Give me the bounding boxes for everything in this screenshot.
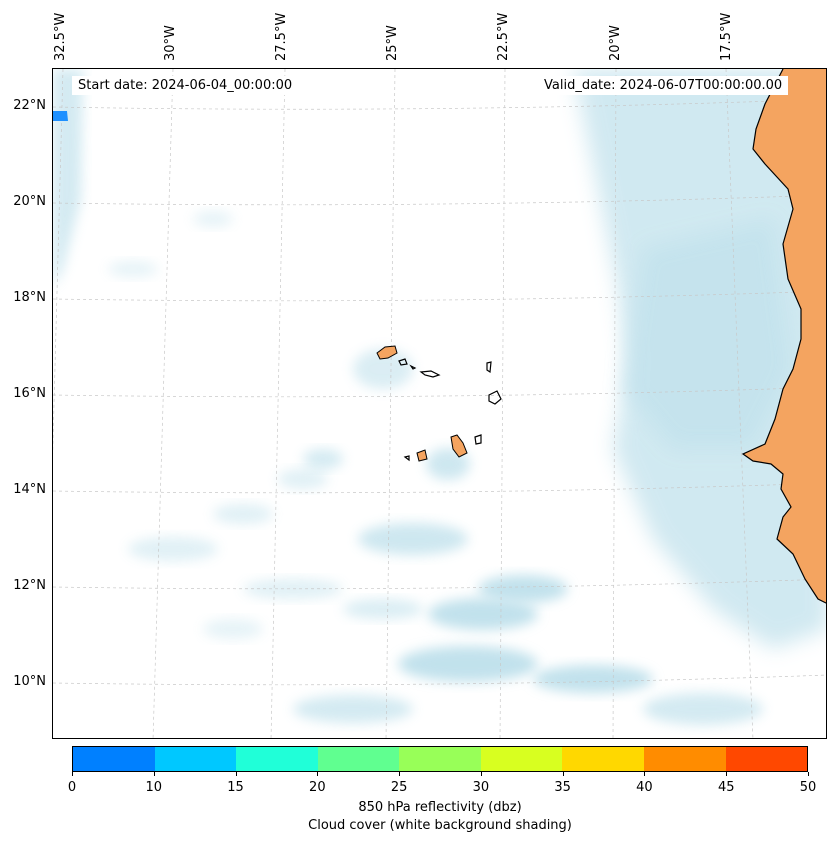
colorbar-tick-label: 50: [799, 780, 817, 795]
lon-label: 27.5°W: [274, 12, 289, 61]
colorbar-tick: [726, 772, 728, 776]
colorbar-tick-label: 45: [717, 780, 735, 795]
cloud-patch: [478, 575, 568, 603]
cloud-east-core: [623, 219, 793, 449]
colorbar-cell: [317, 747, 400, 771]
colorbar-tick: [399, 772, 401, 776]
lat-label: 12°N: [13, 578, 46, 593]
cloud-patch: [358, 523, 468, 555]
coastlines: [398, 69, 826, 604]
valid-date-label: Valid_date: 2024-06-07T00:00:00.00: [538, 76, 789, 95]
island-fogo: [416, 449, 428, 462]
colorbar-tick: [317, 772, 319, 776]
cloud-patch: [293, 695, 413, 723]
island-santo-antao: [376, 345, 398, 360]
colorbar-tick-label: 25: [390, 780, 408, 795]
lon-label: 30°W: [163, 25, 178, 61]
cloud-cover: [53, 69, 826, 725]
cloud-patch: [128, 537, 218, 561]
colorbar-tick-label: 15: [227, 780, 244, 795]
lon-label: 22.5°W: [496, 12, 511, 61]
colorbar-tick-label: 35: [554, 780, 571, 795]
cloud-west-strip: [53, 69, 83, 289]
island-sao-vicente: [398, 358, 408, 366]
colorbar-cell: [236, 747, 318, 771]
lat-label: 16°N: [13, 386, 46, 401]
island-sal: [486, 361, 492, 374]
start-date-label: Start date: 2024-06-04_00:00:00: [72, 76, 299, 95]
colorbar-tick-label: 0: [67, 780, 77, 795]
lat-label: 22°N: [13, 98, 46, 113]
cloud-patch: [428, 598, 538, 630]
island-brava: [403, 455, 410, 462]
island-maio: [474, 434, 482, 445]
colorbar-tick-label: 30: [472, 780, 490, 795]
cloud-patch: [108, 261, 158, 277]
colorbar-tick: [480, 772, 482, 776]
colorbar: [72, 746, 808, 772]
cloud-patch: [193, 211, 233, 227]
colorbar-cell: [643, 747, 726, 771]
island-santiago: [450, 434, 468, 458]
colorbar-tick: [562, 772, 564, 776]
colorbar-cell: [725, 747, 808, 771]
colorbar-label: 850 hPa reflectivity (dbz): [358, 800, 522, 815]
lon-label: 20°W: [608, 25, 623, 61]
lat-label: 20°N: [13, 194, 46, 209]
lat-label: 14°N: [13, 482, 46, 497]
cloud-patch: [343, 599, 423, 619]
colorbar-tick: [808, 772, 809, 776]
land-reflectivity: [53, 69, 826, 603]
lon-label: 25°W: [385, 25, 400, 61]
colorbar-tick-label: 10: [145, 780, 163, 795]
colorbar-tick-label: 20: [309, 780, 326, 795]
cloud-patch: [303, 449, 343, 469]
colorbar-sublabel: Cloud cover (white background shading): [308, 818, 572, 833]
lon-label: 17.5°W: [719, 12, 734, 61]
colorbar-tick: [235, 772, 237, 776]
cloud-patch: [353, 349, 413, 389]
cloud-patch: [203, 619, 263, 639]
colorbar-cell: [480, 747, 563, 771]
map-panel: [52, 68, 827, 739]
island-santa-luzia: [409, 364, 417, 370]
colorbar-cell: [399, 747, 481, 771]
graticule: [53, 69, 826, 738]
cloud-patch: [243, 579, 343, 599]
cloud-patch: [533, 665, 653, 693]
echo-blue: [53, 111, 68, 121]
colorbar-cell: [73, 747, 155, 771]
colorbar-tick: [72, 772, 73, 776]
colorbar-tick: [644, 772, 646, 776]
lat-label: 18°N: [13, 290, 46, 305]
lat-label: 10°N: [13, 674, 46, 689]
map-canvas: [53, 69, 826, 738]
colorbar-cell: [154, 747, 237, 771]
colorbar-cell: [562, 747, 644, 771]
island-sao-nicolau: [419, 370, 441, 378]
cloud-patch: [643, 693, 763, 725]
cloud-patch: [398, 646, 538, 682]
colorbar-tick: [153, 772, 155, 776]
africa-coast-fill: [743, 69, 826, 603]
lon-label: 32.5°W: [53, 12, 68, 61]
island-boa-vista: [488, 390, 502, 405]
africa-coastline: [741, 69, 826, 604]
colorbar-tick-label: 40: [636, 780, 653, 795]
cloud-patch: [278, 469, 328, 489]
cloud-patch: [213, 504, 273, 524]
